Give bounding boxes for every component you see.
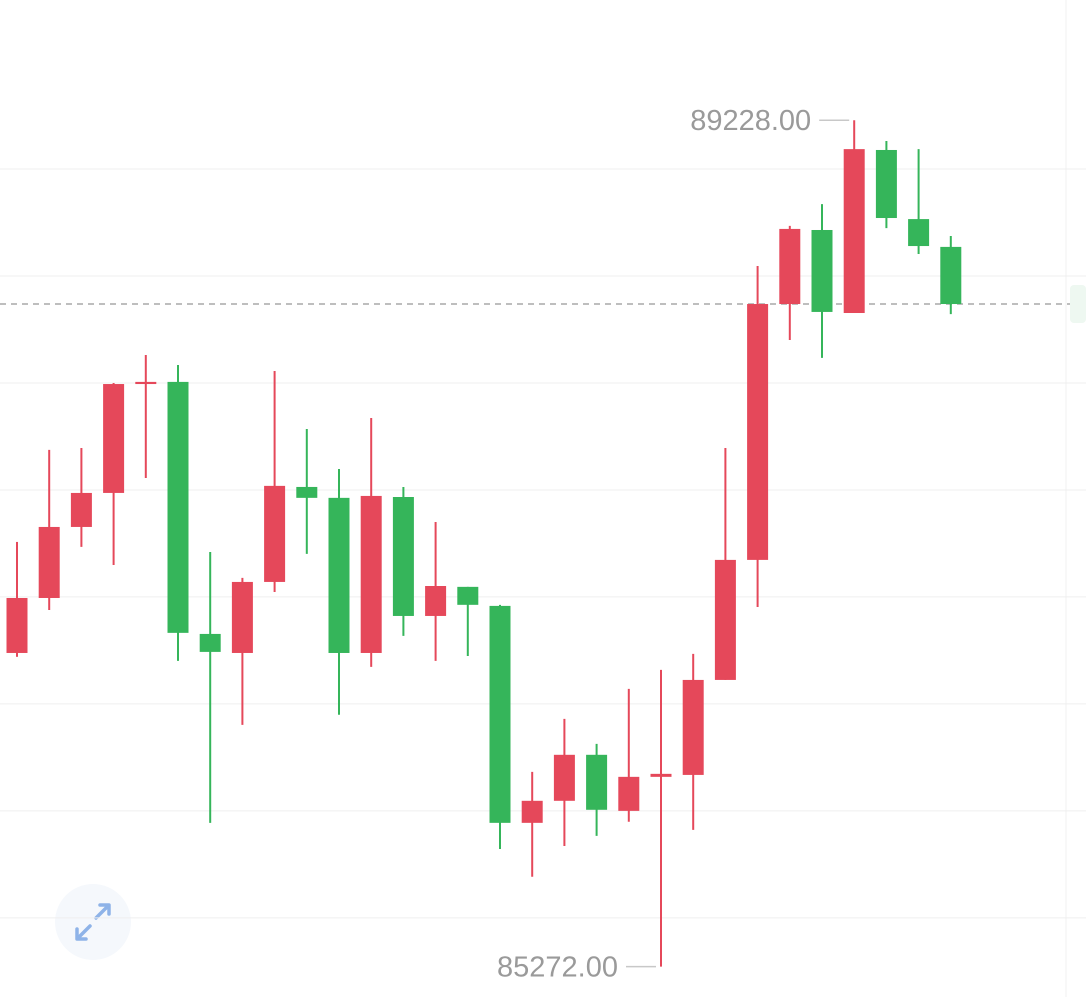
candle-body bbox=[940, 246, 962, 305]
candle-body bbox=[553, 754, 575, 801]
candle-body bbox=[70, 492, 92, 527]
candle-body bbox=[843, 149, 865, 314]
candle-body bbox=[328, 497, 350, 653]
candle-body bbox=[392, 497, 414, 616]
candle-body bbox=[38, 526, 60, 598]
candle-body bbox=[618, 776, 640, 811]
candle-body bbox=[714, 559, 736, 680]
candle-body bbox=[199, 633, 221, 652]
candle-body bbox=[360, 495, 382, 653]
candle-body bbox=[586, 754, 608, 810]
candle-body bbox=[167, 381, 189, 633]
candle-body bbox=[6, 597, 28, 653]
price-tag-edge bbox=[1070, 285, 1086, 323]
candle-body bbox=[425, 586, 447, 616]
candle-body bbox=[489, 605, 511, 823]
candle-body bbox=[103, 384, 125, 493]
candle-body bbox=[682, 679, 704, 775]
candle-body bbox=[875, 149, 897, 219]
extreme-label: 89228.00 bbox=[690, 105, 811, 137]
expand-button[interactable] bbox=[55, 884, 131, 960]
candle-body bbox=[779, 228, 801, 305]
expand-button-bg bbox=[55, 884, 131, 960]
candle-body bbox=[231, 581, 253, 653]
candle-body bbox=[908, 219, 930, 247]
candle-body bbox=[264, 485, 286, 582]
candle-body bbox=[747, 304, 769, 560]
candle-body bbox=[135, 381, 157, 385]
candle-body bbox=[521, 800, 543, 823]
extreme-label: 85272.00 bbox=[497, 951, 618, 983]
candle-body bbox=[457, 586, 479, 605]
candle-body bbox=[811, 229, 833, 312]
candle-body bbox=[650, 773, 672, 777]
expand-icon bbox=[75, 903, 111, 941]
candle-body bbox=[296, 486, 318, 498]
